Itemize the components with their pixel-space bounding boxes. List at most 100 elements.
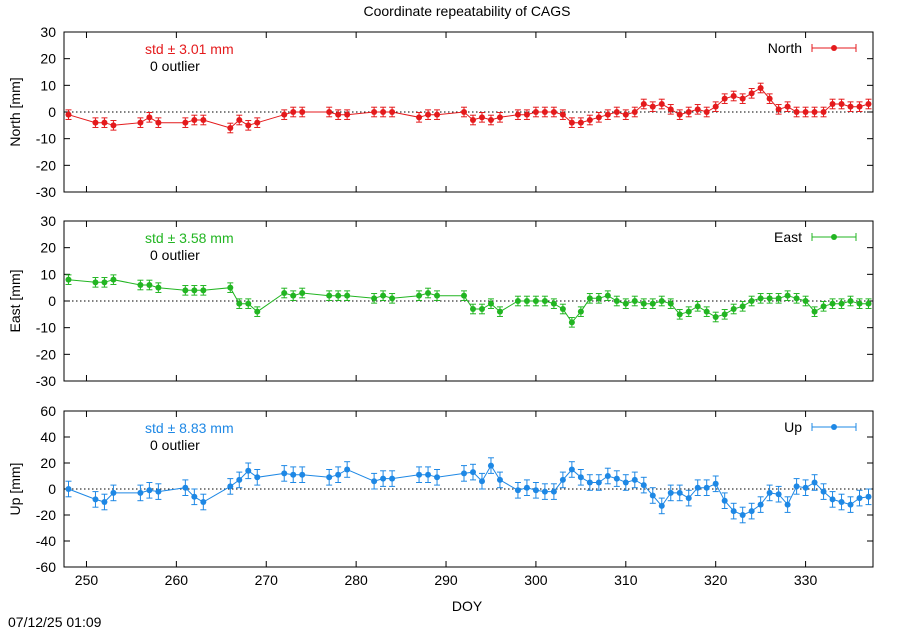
data-point bbox=[550, 300, 557, 307]
data-point bbox=[496, 114, 503, 121]
data-point bbox=[65, 486, 72, 492]
data-point bbox=[631, 109, 638, 115]
data-point bbox=[847, 501, 854, 508]
data-point bbox=[532, 298, 539, 304]
data-point bbox=[604, 292, 611, 299]
data-point bbox=[595, 114, 602, 121]
data-point bbox=[101, 279, 108, 286]
data-point bbox=[559, 476, 566, 483]
x-axis-label: DOY bbox=[452, 598, 483, 614]
data-point bbox=[577, 119, 584, 126]
outlier-annotation: 0 outlier bbox=[150, 58, 200, 74]
x-tick-label: 300 bbox=[524, 572, 548, 588]
data-point bbox=[820, 303, 827, 310]
data-point bbox=[299, 471, 306, 478]
x-tick-label: 310 bbox=[614, 572, 638, 588]
legend-marker bbox=[831, 424, 837, 430]
outlier-annotation: 0 outlier bbox=[150, 247, 200, 263]
data-point bbox=[523, 484, 530, 491]
data-point bbox=[865, 101, 872, 107]
data-point bbox=[739, 303, 746, 310]
data-point bbox=[425, 290, 432, 296]
data-point bbox=[110, 122, 117, 129]
data-point bbox=[685, 109, 692, 115]
y-tick-label: 20 bbox=[40, 455, 56, 471]
timestamp: 07/12/25 01:09 bbox=[8, 614, 102, 630]
plot-frame bbox=[63, 220, 874, 382]
data-point bbox=[757, 85, 764, 91]
data-point bbox=[640, 482, 647, 489]
data-point bbox=[541, 488, 548, 495]
y-tick-label: 20 bbox=[40, 51, 56, 67]
data-point bbox=[568, 119, 575, 126]
panel-north: -30 -20 -10 0 10 20 30 North [mm] std ± 3.01 mm0… bbox=[7, 24, 874, 200]
data-point bbox=[613, 475, 620, 482]
data-point bbox=[344, 292, 351, 299]
data-point bbox=[200, 117, 207, 123]
data-point bbox=[137, 489, 144, 496]
series-up bbox=[65, 457, 872, 524]
data-point bbox=[784, 292, 791, 299]
data-point bbox=[712, 314, 719, 320]
x-tick-label: 280 bbox=[344, 572, 368, 588]
data-point bbox=[568, 466, 575, 473]
x-tick-label: 320 bbox=[704, 572, 728, 588]
data-point bbox=[478, 114, 485, 121]
data-point bbox=[425, 111, 432, 118]
data-point bbox=[775, 491, 782, 498]
data-point bbox=[478, 306, 485, 312]
x-tick-label: 270 bbox=[255, 572, 279, 588]
data-point bbox=[730, 93, 737, 99]
data-point bbox=[335, 292, 342, 299]
y-tick-label: 0 bbox=[48, 481, 56, 497]
data-point bbox=[838, 499, 845, 505]
y-tick-label: -10 bbox=[36, 131, 56, 147]
data-point bbox=[299, 109, 306, 115]
std-annotation: std ± 8.83 mm bbox=[145, 420, 234, 436]
data-point bbox=[227, 125, 234, 131]
data-point bbox=[496, 476, 503, 483]
data-point bbox=[730, 508, 737, 515]
data-point bbox=[541, 298, 548, 304]
data-point bbox=[92, 279, 99, 286]
data-point bbox=[101, 499, 108, 505]
data-point bbox=[191, 117, 198, 123]
y-tick-label: 10 bbox=[40, 266, 56, 282]
data-point bbox=[326, 474, 333, 481]
data-point bbox=[92, 119, 99, 126]
plot-frame bbox=[63, 31, 874, 193]
data-point bbox=[344, 466, 351, 473]
y-tick-label: -40 bbox=[36, 533, 56, 549]
data-point bbox=[155, 284, 162, 291]
y-tick-label: 40 bbox=[40, 429, 56, 445]
data-point bbox=[371, 295, 378, 302]
series-north bbox=[65, 82, 872, 134]
data-point bbox=[676, 111, 683, 118]
data-point bbox=[694, 106, 701, 113]
data-point bbox=[829, 101, 836, 107]
data-point bbox=[532, 109, 539, 115]
data-point bbox=[137, 119, 144, 126]
data-point bbox=[784, 501, 791, 508]
data-point bbox=[802, 109, 809, 115]
y-tick-label: 20 bbox=[40, 240, 56, 256]
data-point bbox=[820, 488, 827, 495]
data-point bbox=[847, 298, 854, 304]
data-point bbox=[793, 109, 800, 115]
data-point bbox=[110, 489, 117, 496]
data-point bbox=[622, 111, 629, 118]
data-point bbox=[748, 90, 755, 97]
data-point bbox=[613, 109, 620, 115]
data-point bbox=[344, 111, 351, 118]
y-axis-label: East [mm] bbox=[7, 269, 23, 332]
data-point bbox=[155, 488, 162, 495]
data-point bbox=[65, 111, 72, 118]
data-point bbox=[425, 471, 432, 478]
data-point bbox=[748, 298, 755, 304]
data-point bbox=[595, 479, 602, 486]
y-tick-label: -20 bbox=[36, 346, 56, 362]
data-point bbox=[416, 471, 423, 478]
y-axis-label: Up [mm] bbox=[7, 463, 23, 516]
data-point bbox=[101, 119, 108, 126]
